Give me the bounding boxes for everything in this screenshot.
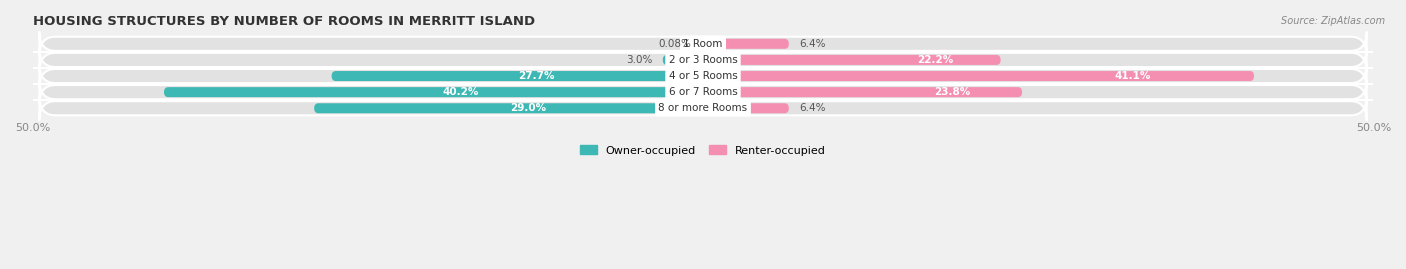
- FancyBboxPatch shape: [703, 87, 1022, 97]
- Text: 4 or 5 Rooms: 4 or 5 Rooms: [669, 71, 737, 81]
- Text: 27.7%: 27.7%: [517, 71, 554, 81]
- FancyBboxPatch shape: [314, 103, 703, 113]
- Text: 29.0%: 29.0%: [510, 103, 546, 113]
- Text: 23.8%: 23.8%: [934, 87, 970, 97]
- Text: 3.0%: 3.0%: [626, 55, 652, 65]
- FancyBboxPatch shape: [699, 39, 706, 49]
- FancyBboxPatch shape: [39, 64, 1367, 88]
- Text: 2 or 3 Rooms: 2 or 3 Rooms: [669, 55, 737, 65]
- Legend: Owner-occupied, Renter-occupied: Owner-occupied, Renter-occupied: [576, 141, 830, 160]
- FancyBboxPatch shape: [703, 71, 1254, 81]
- FancyBboxPatch shape: [39, 31, 1367, 56]
- Text: 1 Room: 1 Room: [683, 39, 723, 49]
- Text: Source: ZipAtlas.com: Source: ZipAtlas.com: [1281, 16, 1385, 26]
- Text: 6.4%: 6.4%: [800, 39, 827, 49]
- Text: 8 or more Rooms: 8 or more Rooms: [658, 103, 748, 113]
- FancyBboxPatch shape: [703, 39, 789, 49]
- Text: 41.1%: 41.1%: [1115, 71, 1152, 81]
- Text: HOUSING STRUCTURES BY NUMBER OF ROOMS IN MERRITT ISLAND: HOUSING STRUCTURES BY NUMBER OF ROOMS IN…: [32, 15, 534, 28]
- FancyBboxPatch shape: [662, 55, 703, 65]
- Text: 40.2%: 40.2%: [443, 87, 478, 97]
- FancyBboxPatch shape: [39, 48, 1367, 72]
- FancyBboxPatch shape: [703, 103, 789, 113]
- FancyBboxPatch shape: [703, 55, 1001, 65]
- Text: 0.08%: 0.08%: [658, 39, 692, 49]
- FancyBboxPatch shape: [39, 96, 1367, 121]
- FancyBboxPatch shape: [332, 71, 703, 81]
- FancyBboxPatch shape: [39, 80, 1367, 104]
- FancyBboxPatch shape: [165, 87, 703, 97]
- Text: 22.2%: 22.2%: [917, 55, 953, 65]
- Text: 6.4%: 6.4%: [800, 103, 827, 113]
- Text: 6 or 7 Rooms: 6 or 7 Rooms: [669, 87, 737, 97]
